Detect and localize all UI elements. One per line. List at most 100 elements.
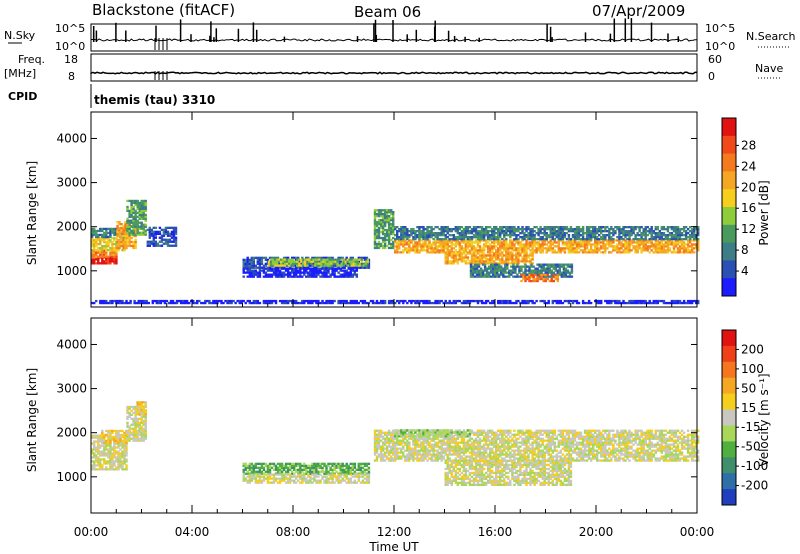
heatmap-cell [479, 275, 483, 278]
heatmap-cell [188, 301, 191, 305]
heatmap-cell [303, 299, 306, 303]
heatmap-cell [134, 240, 137, 244]
heatmap-cell [526, 277, 529, 281]
heatmap-cell [466, 230, 470, 233]
heatmap-cell [280, 275, 284, 278]
heatmap-cell [246, 472, 249, 475]
heatmap-cell [107, 255, 110, 258]
heatmap-cell [132, 417, 135, 420]
heatmap-cell [542, 277, 545, 281]
heatmap-cell [124, 230, 127, 234]
heatmap-cell [285, 260, 289, 263]
heatmap-cell [438, 245, 441, 248]
heatmap-cell [91, 262, 94, 265]
heatmap-cell [473, 269, 477, 272]
heatmap-cell [670, 232, 674, 235]
heatmap-cell [418, 245, 421, 248]
heatmap-cell [140, 437, 143, 440]
heatmap-cell [521, 232, 524, 235]
heatmap-cell [474, 249, 478, 252]
heatmap-cell [303, 468, 306, 471]
heatmap-cell [493, 230, 496, 233]
heatmap-cell [608, 228, 611, 231]
heatmap-cell [422, 249, 425, 252]
heatmap-cell [341, 466, 344, 469]
heatmap-cell [132, 211, 135, 214]
heatmap-cell [579, 230, 583, 233]
heatmap-cell [432, 249, 435, 252]
heatmap-cell [294, 262, 297, 265]
heatmap-cell [341, 273, 344, 276]
heatmap-cell [491, 251, 494, 254]
heatmap-cell [248, 262, 252, 265]
heatmap-cell [450, 260, 454, 263]
heatmap-cell [618, 249, 621, 252]
heatmap-cell [594, 243, 597, 246]
heatmap-cell [680, 232, 684, 235]
heatmap-cell [126, 423, 129, 426]
heatmap-cell [505, 254, 508, 257]
heatmap-cell [132, 199, 135, 203]
heatmap-cell [485, 273, 489, 276]
heatmap-cell [697, 247, 700, 250]
heatmap-cell [525, 226, 528, 229]
heatmap-cell [517, 258, 520, 261]
heatmap-cell [369, 299, 373, 303]
heatmap-cell [452, 260, 456, 263]
heatmap-cell [471, 271, 475, 274]
heatmap-cell [280, 464, 284, 467]
heatmap-cell [136, 413, 139, 416]
heatmap-cell [640, 226, 643, 229]
heatmap-cell [119, 429, 122, 433]
heatmap-cell [539, 226, 542, 229]
heatmap-cell [279, 260, 283, 263]
heatmap-cell [318, 262, 321, 265]
heatmap-cell [509, 241, 512, 244]
heatmap-cell [119, 441, 122, 445]
heatmap-cell [93, 460, 96, 463]
heatmap-cell [142, 415, 145, 418]
heatmap-cell [148, 232, 152, 235]
heatmap-cell [660, 232, 664, 235]
heatmap-cell [392, 217, 395, 220]
heatmap-cell [505, 258, 508, 261]
heatmap-cell [540, 269, 543, 272]
heatmap-cell [557, 251, 561, 254]
heatmap-cell [479, 273, 483, 276]
heatmap-cell [248, 260, 252, 263]
heatmap-cell [515, 254, 518, 257]
heatmap-cell [136, 407, 139, 410]
heatmap-cell [551, 243, 555, 246]
heatmap-cell [531, 247, 534, 250]
heatmap-cell [387, 230, 391, 234]
heatmap-cell [658, 232, 662, 235]
heatmap-cell [124, 242, 127, 246]
heatmap-cell [91, 255, 94, 258]
heatmap-cell [652, 236, 656, 239]
heatmap-cell [260, 464, 264, 467]
heatmap-cell [128, 225, 131, 228]
heatmap-cell [598, 241, 601, 244]
heatmap-cell [392, 301, 395, 305]
heatmap-cell [284, 470, 288, 473]
heatmap-cell [361, 299, 365, 303]
heatmap-cell [562, 271, 566, 274]
heatmap-cell [418, 226, 421, 229]
heatmap-cell [144, 207, 147, 210]
heatmap-cell [109, 431, 112, 435]
heatmap-cell [128, 407, 131, 411]
heatmap-cell [592, 251, 595, 254]
heatmap-cell [497, 243, 500, 246]
heatmap-cell [307, 256, 310, 259]
heatmap-cell [264, 470, 268, 473]
heatmap-cell [93, 239, 96, 242]
heatmap-cell [438, 251, 441, 254]
heatmap-cell [252, 468, 256, 471]
heatmap-cell [414, 243, 417, 246]
heatmap-cell [682, 228, 686, 231]
heatmap-cell [648, 251, 651, 254]
heatmap-cell [138, 211, 141, 214]
heatmap-cell [373, 301, 377, 305]
heatmap-cell [136, 205, 139, 209]
heatmap-cell [406, 232, 409, 235]
